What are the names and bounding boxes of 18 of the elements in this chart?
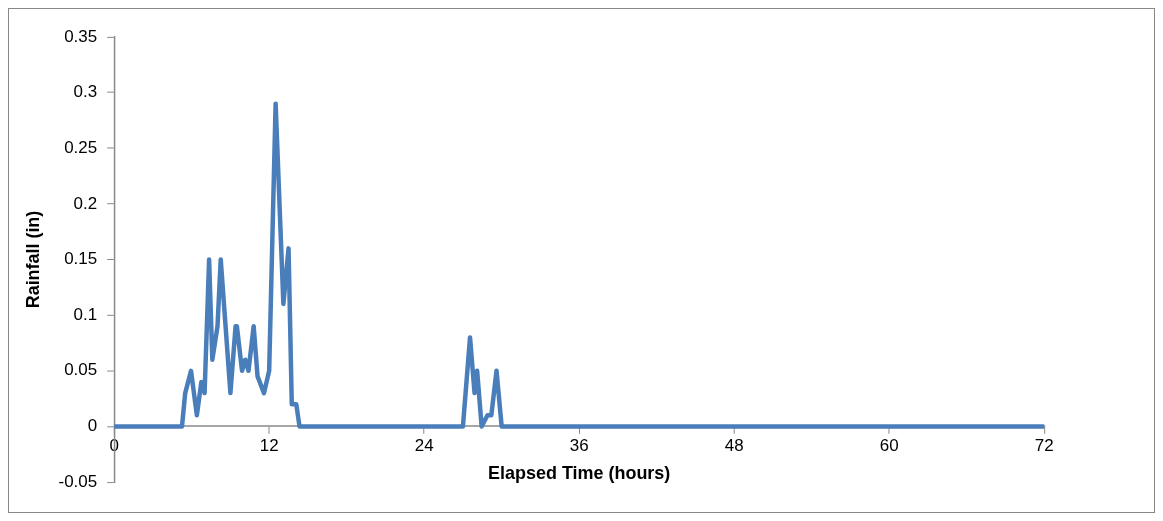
y-tick-label: 0: [87, 416, 98, 436]
y-tick-label: 0.1: [73, 304, 98, 324]
y-axis-title: Rainfall (in): [22, 210, 43, 309]
y-tick-label: 0.05: [64, 360, 98, 380]
x-tick-label: 12: [259, 436, 279, 456]
x-tick-label: 24: [414, 436, 434, 456]
x-axis-title: Elapsed Time (hours): [488, 463, 671, 484]
x-tick-label: 0: [109, 436, 119, 456]
y-tick-label: 0.25: [64, 137, 98, 157]
y-tick-label: 0.15: [64, 249, 98, 269]
x-tick-label: 60: [879, 436, 899, 456]
y-tick-label: -0.05: [58, 471, 98, 491]
y-tick-label: 0.2: [73, 193, 98, 213]
x-tick-label: 72: [1034, 436, 1054, 456]
y-tick-label: 0.35: [64, 26, 98, 46]
y-tick-label: 0.3: [73, 82, 98, 102]
x-tick-label: 36: [569, 436, 589, 456]
x-tick-label: 48: [724, 436, 744, 456]
